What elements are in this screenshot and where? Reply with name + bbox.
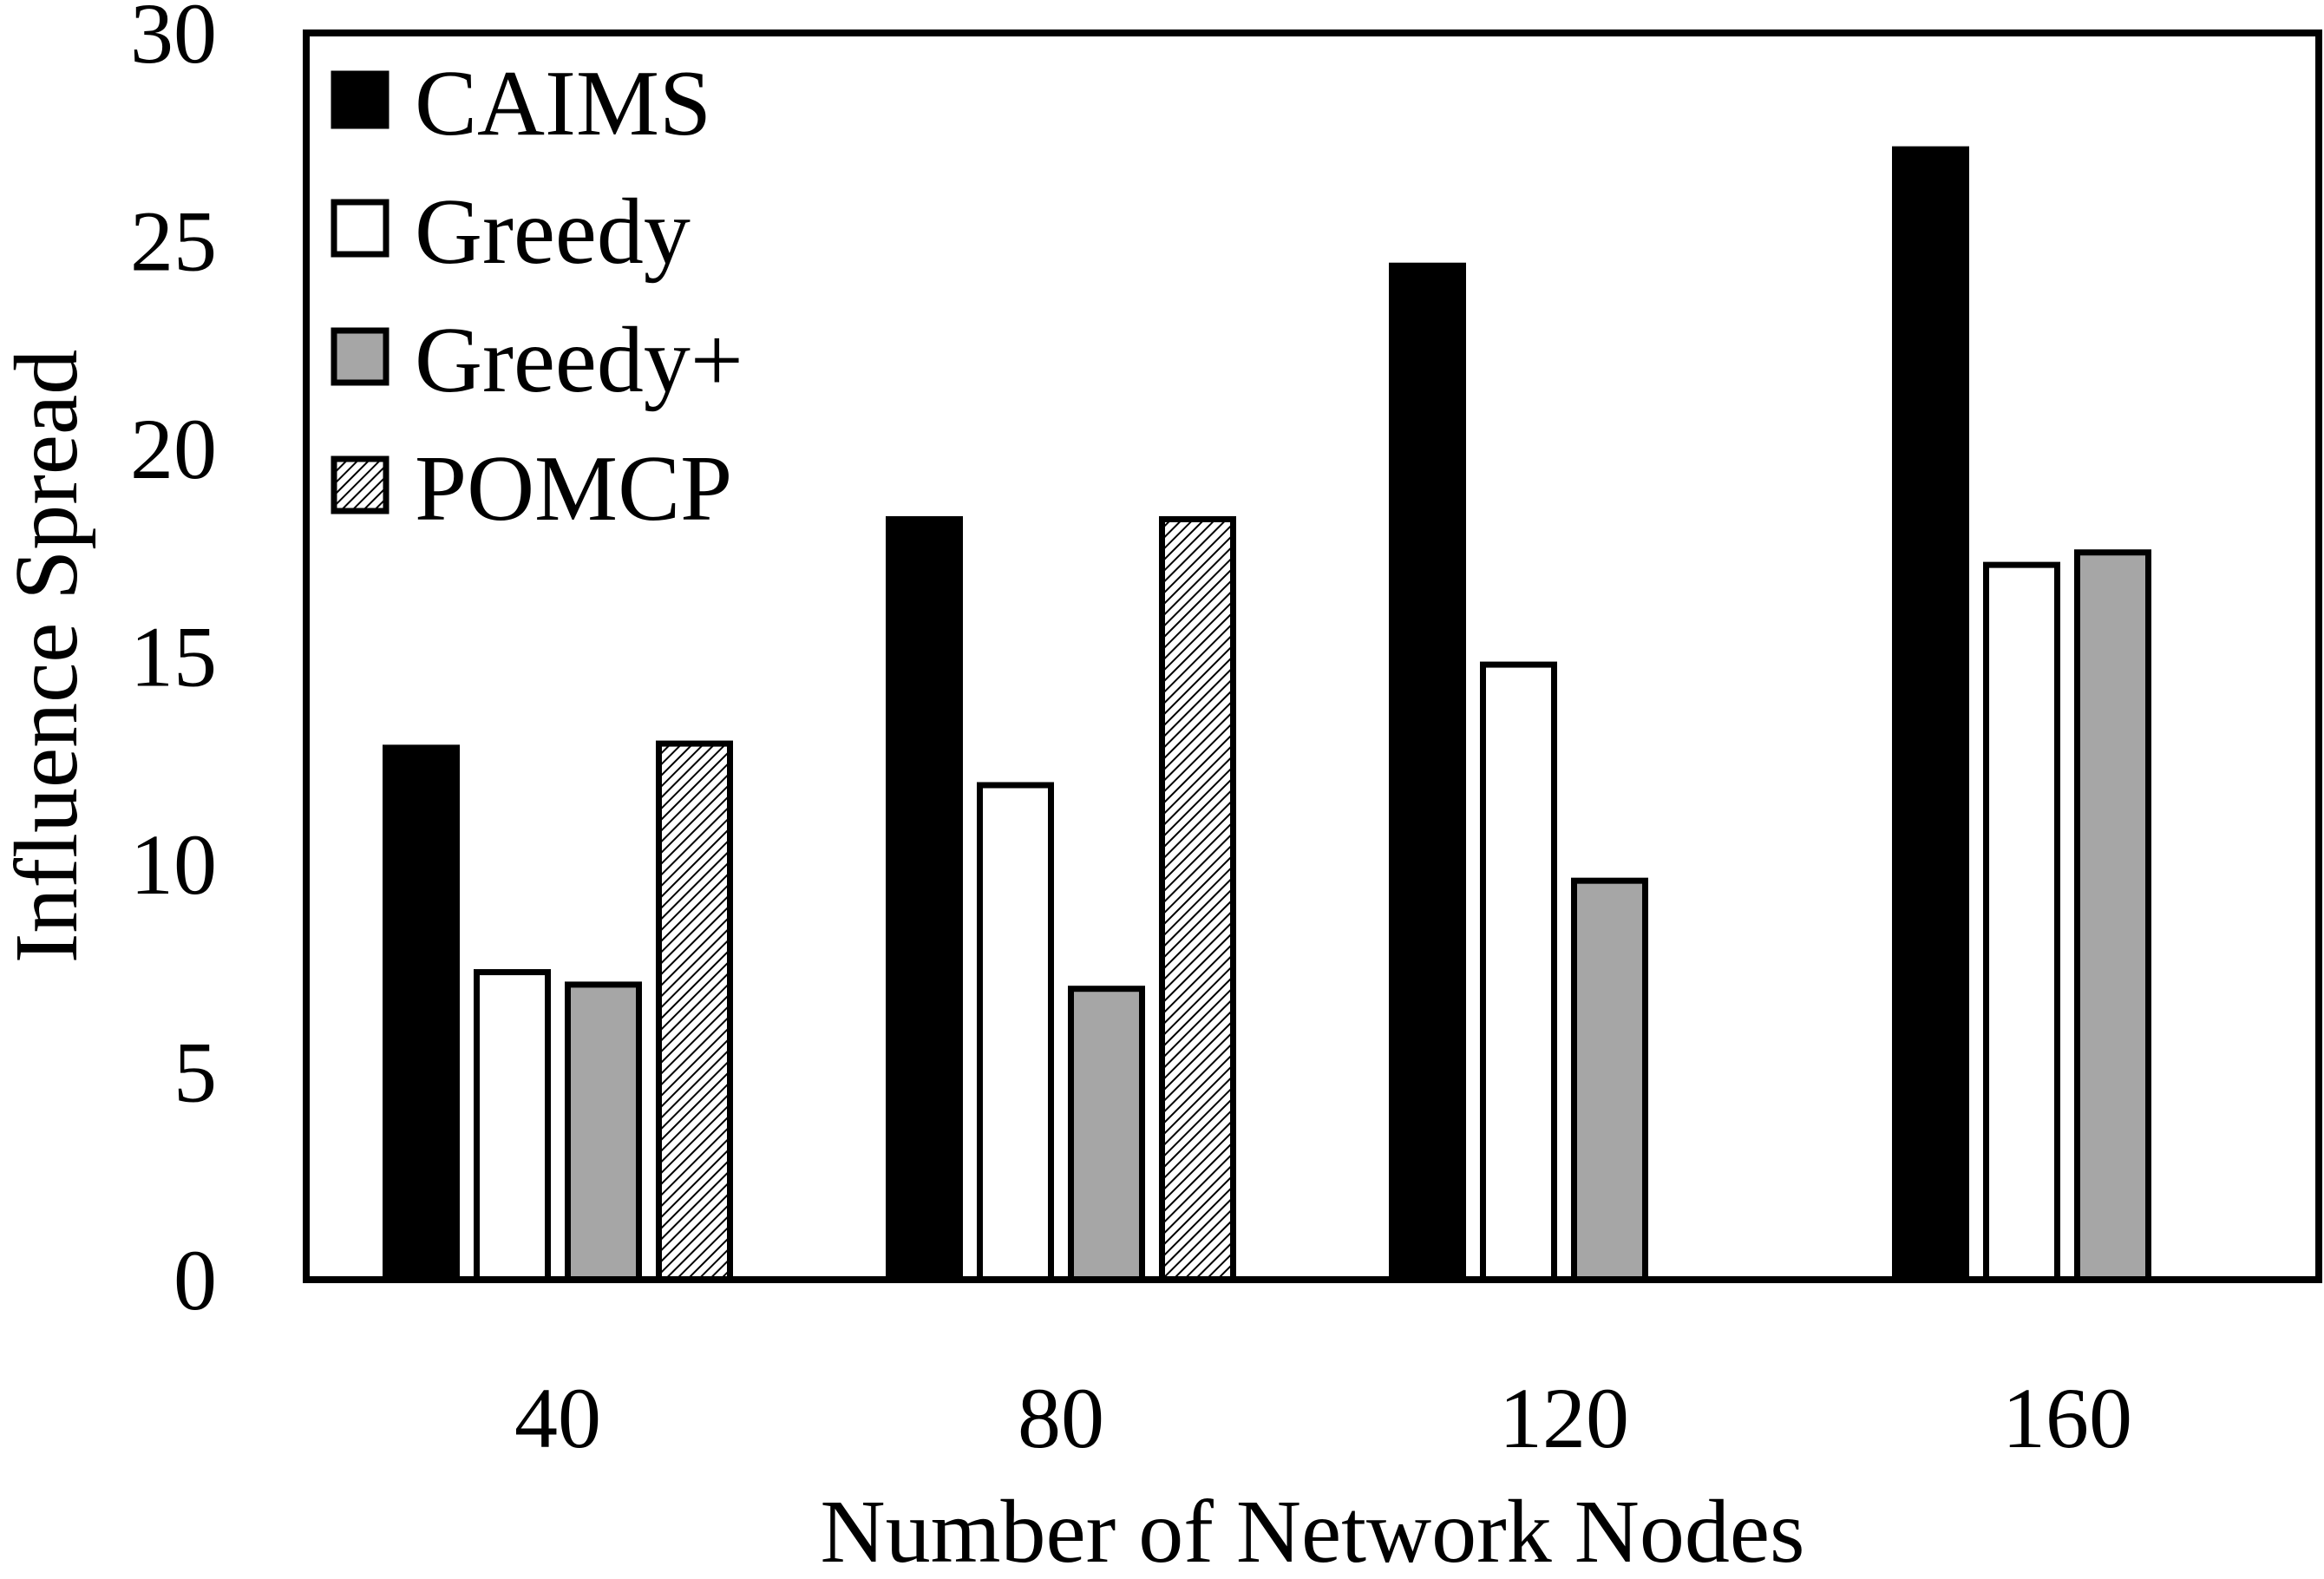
legend-swatch [331,199,390,258]
x-tick-label: 40 [514,1370,601,1466]
x-tick-label: 160 [2002,1370,2132,1466]
y-tick-label: 0 [173,1232,217,1328]
x-tick-label: 80 [1018,1370,1104,1466]
y-tick-label: 25 [130,193,217,290]
bar-caims-120 [1389,262,1466,1283]
y-axis-title: Influence Spread [0,350,96,963]
bar-pomcp-80 [1159,515,1236,1283]
bar-greedy-80 [977,782,1054,1283]
legend: CAIMS Greedy Greedy+ POMCP [331,52,743,541]
x-axis-ticks: 40 80 120 160 [514,1370,2132,1466]
legend-label: Greedy+ [415,309,743,412]
bar-caims-160 [1892,146,1969,1283]
bar-greedy-160 [1983,561,2060,1283]
bar-caims-40 [383,744,460,1283]
bar-greedy-120 [1480,661,1557,1283]
bar-greedy--160 [2074,549,2151,1283]
y-axis-ticks: 0 5 10 15 20 25 30 [130,0,217,1328]
legend-swatch [331,327,390,386]
legend-swatch [331,70,390,129]
y-tick-label: 5 [173,1025,217,1121]
bar-caims-80 [886,515,963,1283]
y-tick-label: 30 [130,0,217,82]
legend-label: Greedy [415,180,691,284]
bar-greedy--80 [1068,986,1145,1283]
x-tick-label: 120 [1499,1370,1629,1466]
legend-label: CAIMS [415,52,711,155]
y-tick-label: 10 [130,816,217,913]
legend-swatch [331,455,390,514]
bar-greedy--40 [565,981,642,1283]
bar-greedy-40 [474,969,551,1283]
bar-pomcp-40 [656,740,733,1283]
legend-label: POMCP [415,437,732,541]
bars-layer [383,146,2151,1283]
bar-greedy--120 [1571,877,1648,1283]
y-tick-label: 15 [130,609,217,705]
y-tick-label: 20 [130,401,217,497]
x-axis-title: Number of Network Nodes [820,1482,1804,1579]
